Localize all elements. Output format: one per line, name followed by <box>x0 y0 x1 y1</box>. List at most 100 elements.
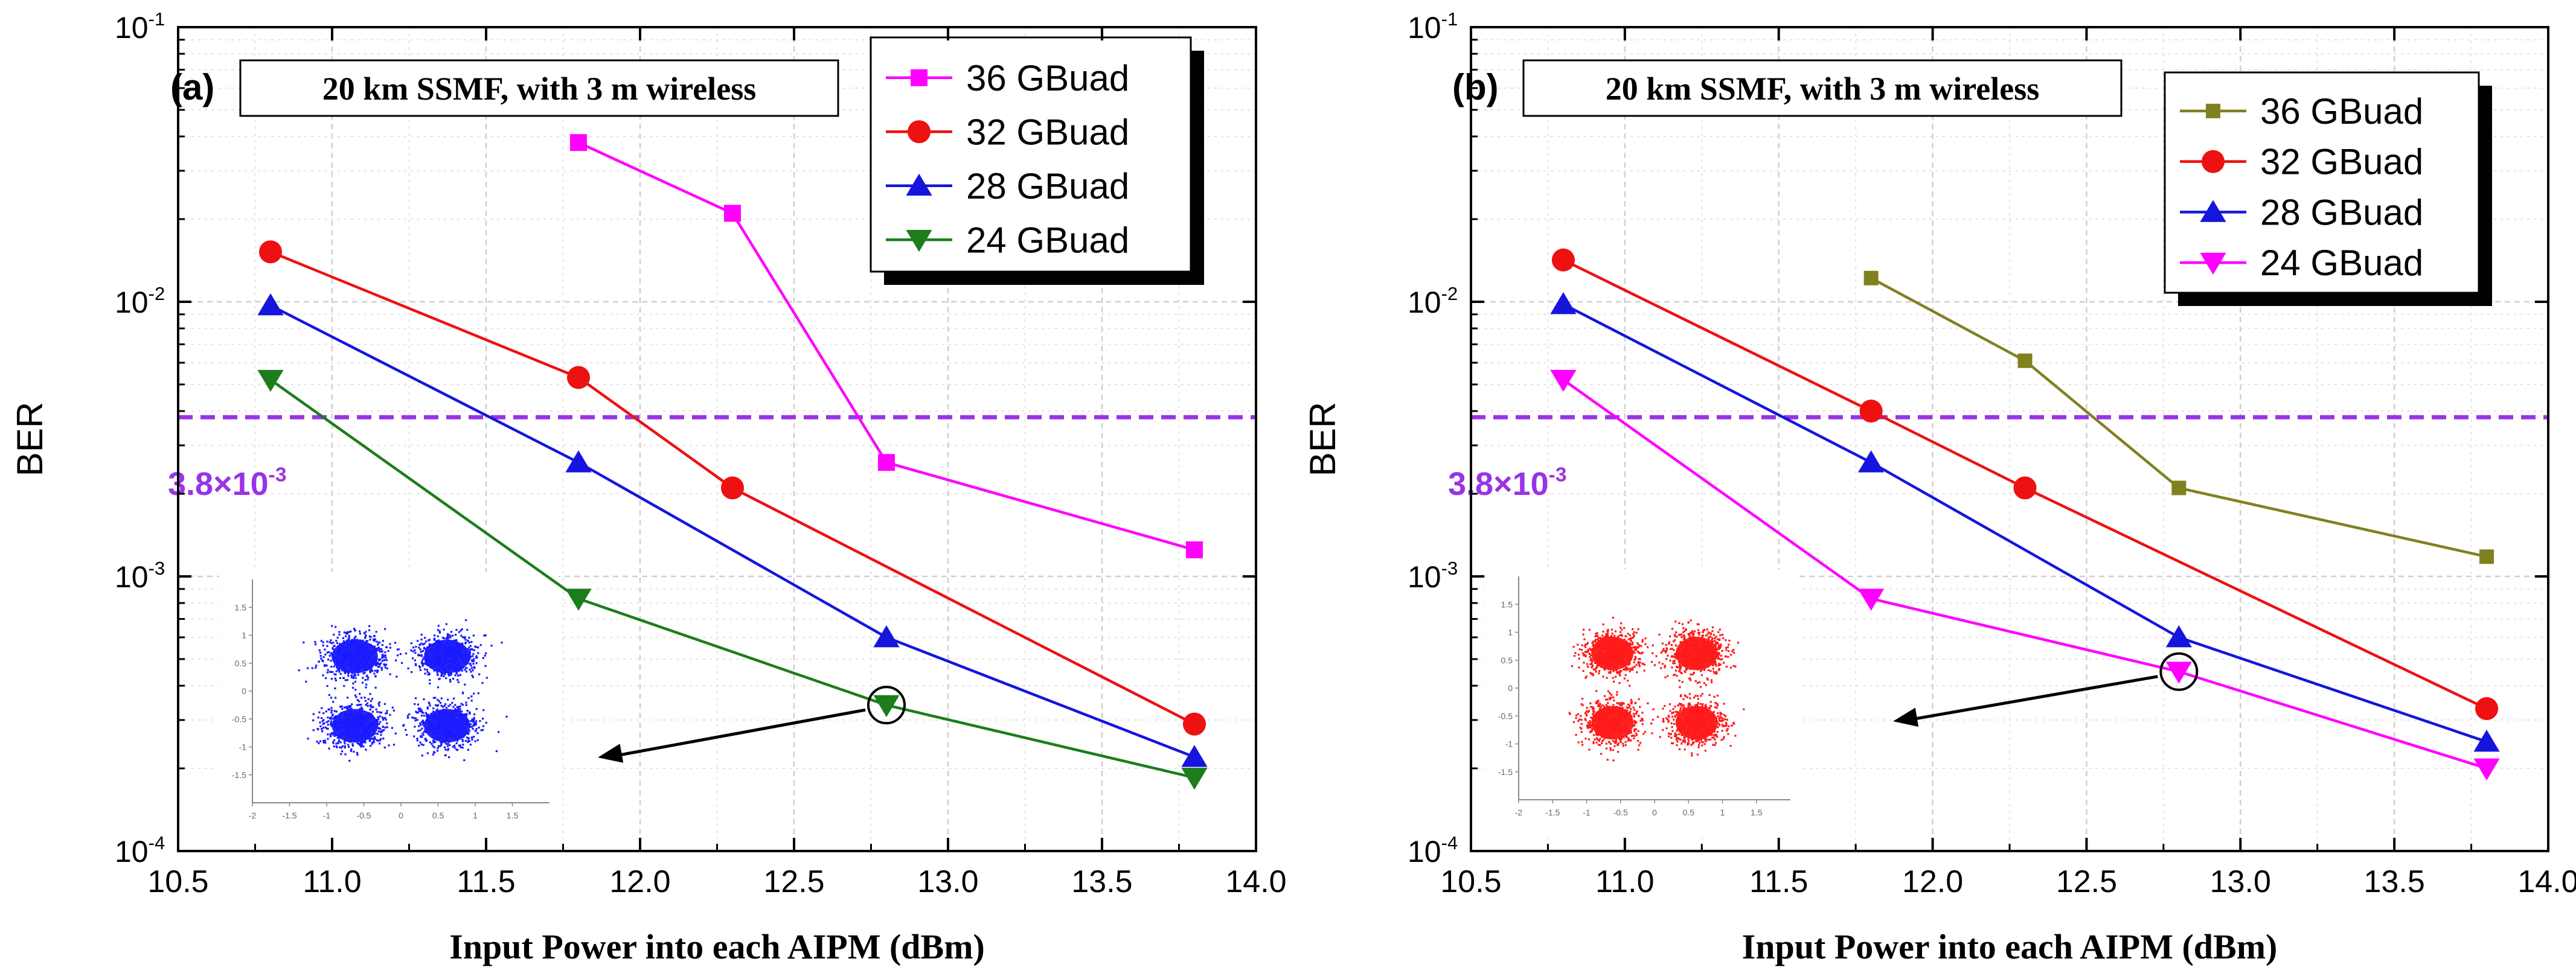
constellation-point <box>370 660 371 662</box>
constellation-point <box>363 652 365 654</box>
constellation-point <box>1586 663 1588 665</box>
constellation-point <box>321 640 322 642</box>
constellation-point <box>1704 642 1706 644</box>
constellation-point <box>1697 682 1699 684</box>
constellation-point <box>373 639 374 640</box>
constellation-point <box>443 675 444 677</box>
constellation-point <box>386 659 388 661</box>
constellation-point <box>436 671 438 673</box>
constellation-point <box>444 657 446 659</box>
constellation-point <box>382 650 383 652</box>
constellation-point <box>414 659 416 661</box>
constellation-point <box>1718 665 1720 666</box>
constellation-point <box>1594 657 1595 659</box>
constellation-point <box>321 728 322 730</box>
constellation-point <box>430 661 432 663</box>
constellation-point <box>446 654 448 656</box>
constellation-point <box>467 640 469 642</box>
constellation-point <box>355 734 357 736</box>
constellation-point <box>1661 652 1662 654</box>
constellation-point <box>1619 634 1621 636</box>
constellation-point <box>432 707 434 709</box>
constellation-point <box>356 671 357 673</box>
constellation-point <box>1584 738 1586 739</box>
constellation-point <box>370 704 371 706</box>
constellation-point <box>373 731 375 733</box>
constellation-point <box>473 713 475 715</box>
constellation-point <box>352 683 354 684</box>
constellation-point <box>371 741 373 743</box>
legend-label: 24 GBuad <box>966 220 1129 260</box>
constellation-point <box>1651 661 1653 663</box>
constellation-point <box>473 719 475 721</box>
constellation-point <box>1703 649 1705 651</box>
constellation-point <box>439 660 441 662</box>
constellation-point <box>1640 645 1642 646</box>
constellation-point <box>478 674 480 675</box>
constellation-point <box>374 657 376 659</box>
inset-x-tick-label: 1.5 <box>507 811 519 820</box>
constellation-point <box>1604 636 1606 637</box>
constellation-point <box>415 663 417 665</box>
constellation-point <box>1702 644 1704 646</box>
constellation-point <box>461 643 463 645</box>
constellation-point <box>455 672 457 674</box>
constellation-point <box>1630 638 1632 640</box>
constellation-point <box>426 657 428 659</box>
constellation-point <box>1728 650 1729 652</box>
constellation-point <box>356 754 358 756</box>
constellation-point <box>320 655 322 657</box>
constellation-point <box>330 642 332 644</box>
constellation-point <box>347 654 349 655</box>
constellation-point <box>465 740 467 742</box>
constellation-point <box>447 705 449 707</box>
constellation-point <box>1612 740 1614 742</box>
constellation-point <box>449 668 450 670</box>
constellation-point <box>370 700 372 702</box>
constellation-point <box>1710 633 1712 635</box>
constellation-point <box>1573 646 1575 648</box>
constellation-point <box>1584 644 1586 646</box>
constellation-point <box>447 662 449 663</box>
constellation-point <box>414 719 416 721</box>
constellation-point <box>383 663 385 665</box>
constellation-point <box>334 717 336 719</box>
constellation-point <box>363 723 365 725</box>
constellation-point <box>1611 629 1613 631</box>
constellation-point <box>373 717 375 719</box>
constellation-point <box>398 648 400 650</box>
constellation-point <box>470 695 472 697</box>
constellation-point <box>1616 672 1618 674</box>
constellation-point <box>1591 642 1593 644</box>
constellation-point <box>378 704 380 706</box>
constellation-point <box>437 715 438 717</box>
inset-x-tick-label: 0.5 <box>1683 808 1695 817</box>
constellation-point <box>437 738 438 739</box>
constellation-point <box>1588 710 1590 712</box>
constellation-point <box>424 673 426 675</box>
constellation-point <box>1689 668 1691 670</box>
constellation-point <box>1598 651 1600 653</box>
constellation-point <box>446 743 447 745</box>
constellation-point <box>339 718 341 720</box>
constellation-point <box>423 721 425 723</box>
constellation-point <box>351 653 353 655</box>
constellation-point <box>425 727 426 729</box>
inset-y-tick-label: -1.5 <box>1498 767 1513 777</box>
constellation-point <box>1627 633 1629 634</box>
constellation-point <box>343 648 345 649</box>
inset-x-tick-label: 1 <box>1720 808 1725 817</box>
constellation-point <box>425 722 427 724</box>
constellation-point <box>1604 666 1606 668</box>
y-tick-label: 10-2 <box>115 283 165 319</box>
constellation-point <box>1613 660 1615 662</box>
constellation-point <box>447 718 449 720</box>
constellation-point <box>1720 646 1722 648</box>
constellation-point <box>362 643 364 645</box>
constellation-point <box>324 654 326 655</box>
constellation-point <box>359 733 360 735</box>
data-point <box>721 476 744 499</box>
constellation-point <box>334 710 336 712</box>
constellation-point <box>1610 694 1612 696</box>
constellation-point <box>351 737 353 739</box>
